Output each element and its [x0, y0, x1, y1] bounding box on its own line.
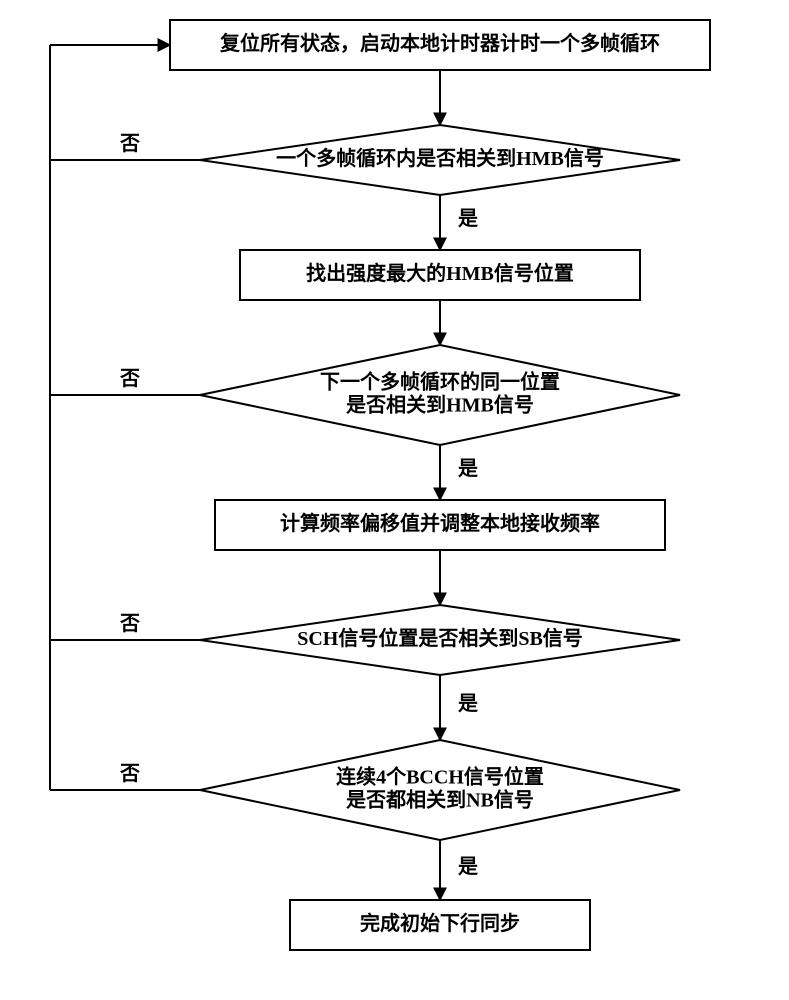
svg-text:复位所有状态，启动本地计时器计时一个多帧循环: 复位所有状态，启动本地计时器计时一个多帧循环 [219, 31, 660, 55]
svg-text:连续4个BCCH信号位置是否都相关到NB信号: 连续4个BCCH信号位置是否都相关到NB信号 [336, 764, 544, 811]
svg-text:否: 否 [119, 613, 140, 635]
svg-text:找出强度最大的HMB信号位置: 找出强度最大的HMB信号位置 [306, 261, 574, 285]
svg-text:是: 是 [457, 207, 478, 230]
svg-text:下一个多帧循环的同一位置是否相关到HMB信号: 下一个多帧循环的同一位置是否相关到HMB信号 [320, 369, 560, 416]
flowchart-canvas: 复位所有状态，启动本地计时器计时一个多帧循环一个多帧循环内是否相关到HMB信号找… [0, 0, 789, 1000]
node-n6: SCH信号位置是否相关到SB信号 [200, 605, 680, 675]
svg-text:是: 是 [457, 692, 478, 715]
svg-text:一个多帧循环内是否相关到HMB信号: 一个多帧循环内是否相关到HMB信号 [276, 146, 604, 170]
svg-text:计算频率偏移值并调整本地接收频率: 计算频率偏移值并调整本地接收频率 [280, 511, 600, 535]
node-n7: 连续4个BCCH信号位置是否都相关到NB信号 [200, 740, 680, 840]
svg-text:否: 否 [119, 368, 140, 390]
svg-text:否: 否 [119, 763, 140, 785]
node-n4: 下一个多帧循环的同一位置是否相关到HMB信号 [200, 345, 680, 445]
node-n8: 完成初始下行同步 [290, 900, 590, 950]
svg-text:SCH信号位置是否相关到SB信号: SCH信号位置是否相关到SB信号 [297, 626, 583, 650]
node-n5: 计算频率偏移值并调整本地接收频率 [215, 500, 665, 550]
node-n1: 复位所有状态，启动本地计时器计时一个多帧循环 [170, 20, 710, 70]
svg-text:完成初始下行同步: 完成初始下行同步 [360, 911, 520, 935]
svg-text:否: 否 [119, 133, 140, 155]
svg-text:是: 是 [457, 457, 478, 480]
svg-text:是: 是 [457, 855, 478, 878]
node-n3: 找出强度最大的HMB信号位置 [240, 250, 640, 300]
node-n2: 一个多帧循环内是否相关到HMB信号 [200, 125, 680, 195]
